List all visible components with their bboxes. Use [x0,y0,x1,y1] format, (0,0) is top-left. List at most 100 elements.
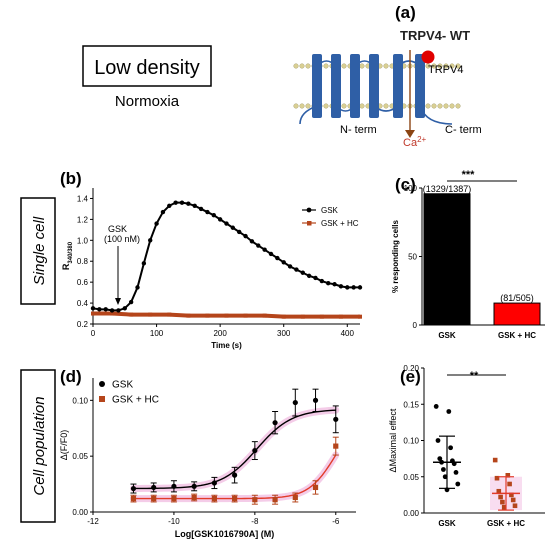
chart-b-x-tick-label: 100 [150,329,164,338]
chart-e-y-tick-label: 0.15 [403,400,419,409]
lipid-head [437,63,443,69]
chart-c-y-tick-label: 50 [408,253,417,262]
lipid-head [455,63,461,69]
chart-b-y-tick-label: 1.4 [77,194,89,203]
series-gsk-point [437,456,443,462]
series-gsk-point [272,420,278,426]
series-gsk-point [455,481,461,487]
series-gsk-hc-point [232,496,238,502]
series-gsk-hc-point [500,499,505,505]
chart-d-dose-response: 0.00 0.05 0.10 -12 -10 -8 -6 Log[GSK1016790A] (… [59,378,356,539]
series-gsk-point [154,221,159,226]
lipid-head [383,63,389,69]
panel-d-letter: (d) [60,367,82,386]
legend-gsk-hc-marker [99,396,105,402]
cell-population-box: Cell population [20,369,56,523]
series-gsk-hc-point [281,314,286,319]
series-gsk-hc-point [505,473,511,478]
chart-b-time-course: 0.2 0.4 0.6 0.8 1.0 1.2 1.4 0 100 200 300 400 Time (… [61,188,363,350]
lipid-head [293,63,299,69]
chart-d-y-tick-label: 0.05 [72,452,88,461]
n-term-label: N- term [340,124,377,136]
series-gsk-point [128,299,134,305]
lipid-head [359,103,365,109]
series-gsk-hc-point [129,312,134,317]
series-gsk-hc-point [510,497,516,503]
series-gsk-hc-point [312,484,319,491]
series-gsk-point [122,306,127,311]
series-gsk-hc-point [186,313,191,318]
chart-b-x-tick-label: 0 [91,329,96,338]
chart-d-y-label: Δ(F/F0) [59,430,69,461]
chart-e-y-tick-label: 0.20 [403,364,419,373]
chart-c-category-label: GSK + HC [498,331,536,340]
ion-label: Ca2+ [403,135,427,149]
series-gsk-hc-point [171,496,177,502]
panel-b-letter: (b) [60,169,82,188]
membrane-diagram [293,50,461,138]
transmembrane-helix [312,54,322,118]
gsk-annotation-dose: (100 nM) [104,234,140,244]
series-gsk-point [186,201,191,206]
chart-d-x-tick-label: -10 [168,517,180,526]
series-gsk-point [351,285,356,290]
condition-label: Normoxia [115,93,180,110]
panel-a-letter: (a) [395,3,416,22]
legend-gsk-hc-marker [307,221,312,226]
chart-d-x-tick-label: -12 [87,517,99,526]
series-gsk-hc-point [338,314,343,319]
series-gsk-hc-point [292,494,298,501]
series-gsk-point [191,483,197,489]
chart-d-x-tick-label: -6 [332,517,340,526]
bar-data-label: (81/505) [500,293,534,303]
chart-e-y-tick-label: 0.00 [403,509,419,518]
series-gsk-point [448,445,453,451]
series-gsk-point [441,467,446,472]
series-gsk-hc-point [167,312,172,317]
lipid-head [455,103,461,109]
series-gsk-point [224,221,229,226]
single-cell-label: Single cell [31,216,48,285]
series-gsk-point [345,285,350,290]
chart-b-y-tick-label: 0.4 [77,299,89,308]
series-gsk-hc-point [333,443,339,449]
transmembrane-helix [393,54,403,118]
series-gsk-point [141,261,147,266]
series-gsk-point [135,285,140,290]
series-gsk-point [256,243,261,248]
chart-b-y-tick-label: 1.2 [77,215,89,224]
series-gsk-point [249,239,255,244]
series-gsk-point [268,251,274,257]
series-gsk-point [262,247,267,252]
chart-c-y-tick-label: 100 [404,184,418,193]
series-gsk-point [300,270,305,275]
series-gsk-point [211,213,216,218]
agonist-dot-icon [421,50,435,64]
series-gsk-point [167,203,172,208]
transmembrane-helix [350,54,360,118]
calcium-flux-arrowhead [405,130,415,138]
lipid-head [443,63,449,69]
series-gsk-point [198,206,204,212]
lipid-head [341,63,347,69]
lipid-head [449,63,455,69]
lipid-head [425,103,431,109]
lipid-head [305,63,311,69]
series-gsk-point [306,273,312,279]
transmembrane-helix [415,54,425,118]
chart-c-category-label: GSK [438,331,456,340]
chart-e-significance: ** [470,370,479,382]
lipid-head [359,63,365,69]
series-gsk-point [173,200,178,205]
bar-gsk [423,193,471,326]
lipid-head [293,103,299,109]
series-gsk-point [275,255,280,261]
chart-c-bar: 0 50 100 % responding cells (1329/1387) GSK (8… [391,180,545,340]
series-gsk-point [217,217,223,222]
series-gsk-point [179,200,185,205]
lipid-head [431,103,437,109]
lipid-head [299,103,305,109]
series-gsk-point [446,409,452,414]
bar-gsk-hc [493,302,541,326]
series-gsk-point [243,233,248,239]
